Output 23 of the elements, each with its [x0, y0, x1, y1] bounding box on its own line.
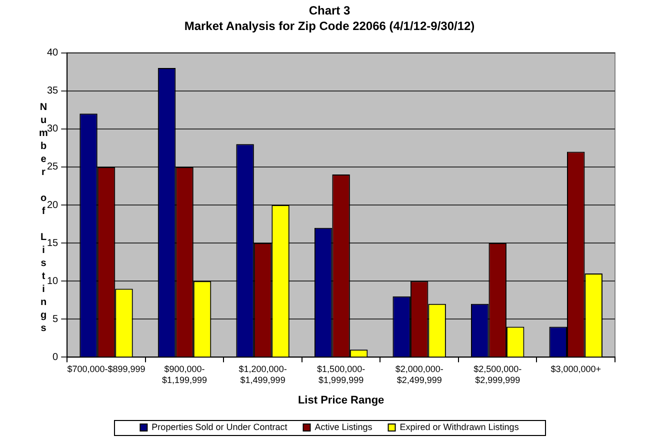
x-tick-label: $700,000-$899,999 — [67, 364, 146, 374]
legend-label: Active Listings — [314, 422, 373, 432]
chart-subtitle: Market Analysis for Zip Code 22066 (4/1/12-9/30/12) — [184, 18, 475, 33]
legend-label: Expired or Withdrawn Listings — [400, 422, 520, 432]
y-tick-label: 40 — [47, 48, 59, 59]
x-tick-label: $900,000- $1,199,999 — [162, 364, 208, 385]
x-tick-label: $1,500,000- $1,999,999 — [317, 364, 366, 385]
y-tick-label: 5 — [52, 314, 59, 325]
y-tick-label: 0 — [52, 352, 59, 363]
chart-title: Chart 3 — [308, 4, 350, 18]
y-tick-label: 35 — [47, 86, 59, 97]
x-axis-title: List Price Range — [298, 394, 384, 406]
x-tick-label: $2,500,000- $2,999,999 — [474, 364, 522, 385]
y-tick-label: 20 — [47, 200, 59, 211]
y-tick-label: 30 — [47, 124, 59, 135]
x-tick-label: $3,000,000+ — [550, 364, 602, 374]
y-tick-label: 25 — [47, 162, 59, 173]
x-tick-label: $2,000,000- $2,499,999 — [395, 364, 444, 385]
legend-label: Properties Sold or Under Contract — [152, 422, 288, 432]
x-tick-label: $1,200,000- $1,499,999 — [238, 364, 287, 385]
y-axis-title: Number of Listings — [38, 102, 49, 336]
y-tick-label: 10 — [47, 276, 59, 287]
y-tick-label: 15 — [47, 238, 59, 249]
